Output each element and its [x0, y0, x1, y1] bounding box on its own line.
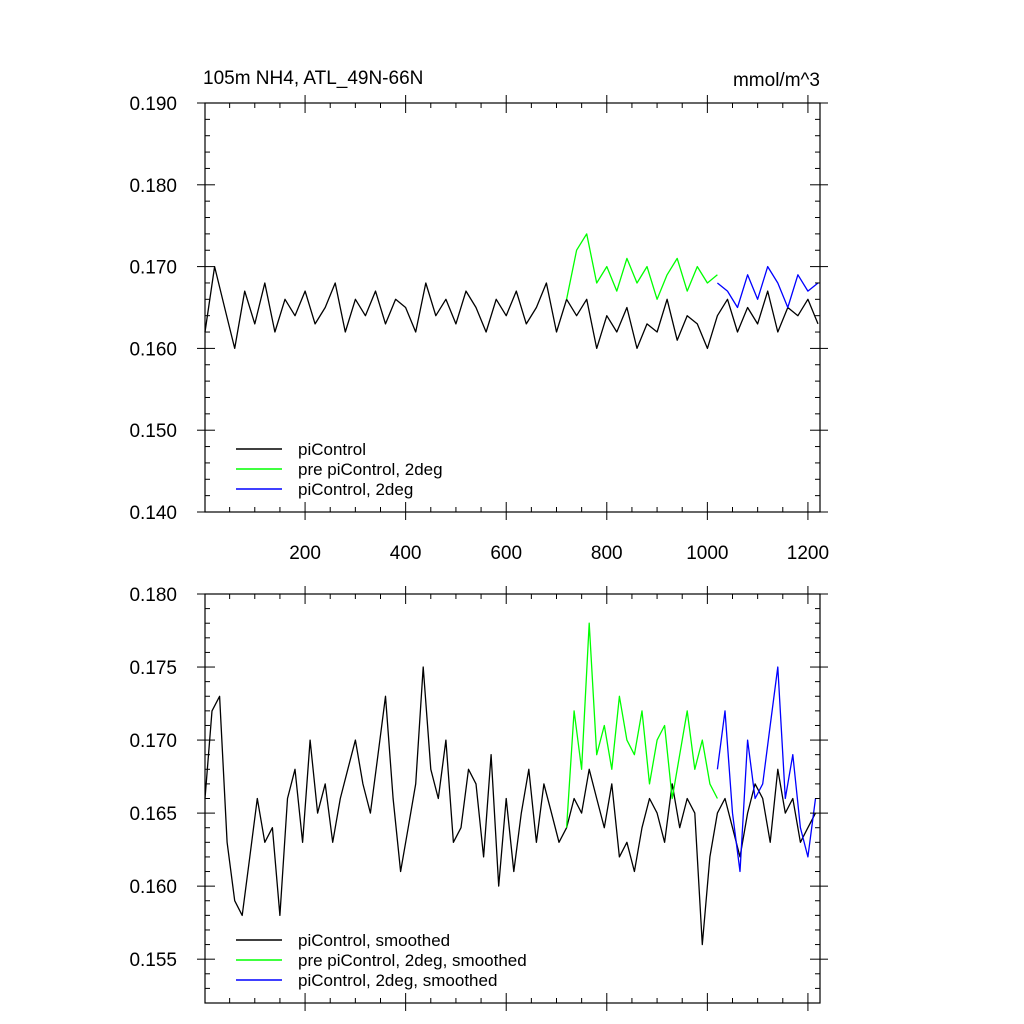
y-tick-label: 0.190 — [129, 94, 177, 115]
legend-label-3: piControl, 2deg — [298, 480, 413, 499]
legend-label-2: pre piControl, 2deg — [298, 460, 443, 479]
y-tick-label: 0.170 — [129, 731, 177, 752]
y-tick-label: 0.180 — [129, 176, 177, 197]
legend-label-2: pre piControl, 2deg, smoothed — [298, 951, 527, 970]
series-line-3 — [716, 666, 817, 873]
chart-title: 105m NH4, ATL_49N-66N — [203, 68, 423, 89]
y-tick-label: 0.170 — [129, 258, 177, 279]
series-line-2 — [565, 622, 718, 828]
y-tick-label: 0.180 — [129, 585, 177, 606]
units-label: mmol/m^3 — [733, 70, 820, 91]
y-tick-label: 0.150 — [129, 421, 177, 442]
top-panel: 105m NH4, ATL_49N-66N mmol/m^3 200 400 600… — [129, 68, 829, 564]
y-tick-label: 0.175 — [129, 658, 177, 679]
x-tick-label: 800 — [591, 543, 623, 564]
x-tick-label: 1200 — [787, 543, 829, 564]
bottom-panel: 0.155 0.160 0.165 0.170 0.175 0.180 piControl… — [129, 585, 828, 1011]
y-tick-label: 0.165 — [129, 804, 177, 825]
series-line-1 — [204, 265, 819, 350]
plot-frame — [204, 102, 821, 513]
y-tick-label: 0.160 — [129, 339, 177, 360]
legend-label-1: piControl — [298, 440, 366, 459]
y-tick-label: 0.140 — [129, 503, 177, 524]
y-tick-label: 0.155 — [129, 950, 177, 971]
x-tick-label: 600 — [490, 543, 522, 564]
x-tick-label: 200 — [289, 543, 321, 564]
series-line-2 — [565, 233, 718, 300]
legend-label-3: piControl, 2deg, smoothed — [298, 971, 497, 990]
series-line-3 — [716, 265, 819, 309]
legend-label-1: piControl, smoothed — [298, 931, 450, 950]
series-line-1 — [204, 666, 817, 946]
x-tick-label: 1000 — [686, 543, 728, 564]
y-tick-label: 0.160 — [129, 877, 177, 898]
x-tick-label: 400 — [390, 543, 422, 564]
